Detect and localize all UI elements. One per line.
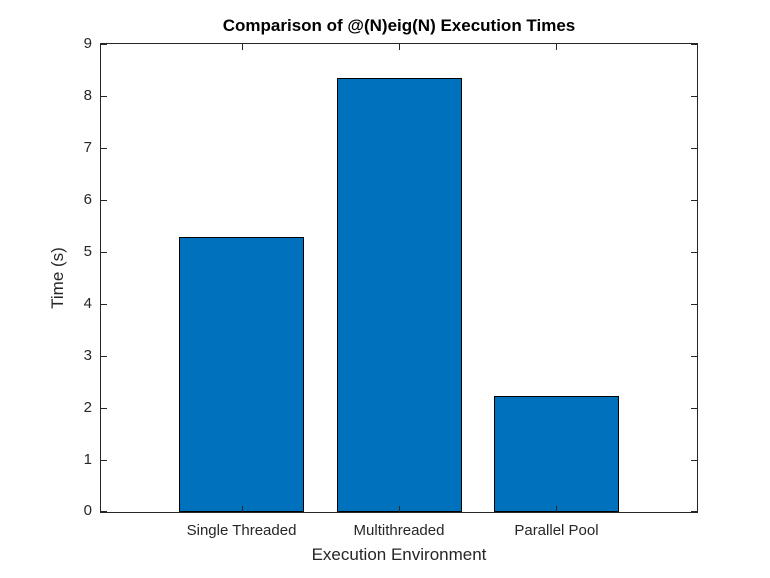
x-tick-mark-top xyxy=(399,44,400,50)
y-tick-mark-right xyxy=(691,408,697,409)
y-tick-mark-right xyxy=(691,356,697,357)
y-tick-mark-right xyxy=(691,148,697,149)
chart-title: Comparison of @(N)eig(N) Execution Times xyxy=(222,16,576,35)
y-tick-mark-right xyxy=(691,200,697,201)
y-tick-label-7: 7 xyxy=(83,139,92,156)
y-tick-mark-left xyxy=(101,148,107,149)
y-tick-mark-right xyxy=(691,44,697,45)
y-tick-mark-right xyxy=(691,252,697,253)
y-tick-mark-right xyxy=(691,460,697,461)
y-tick-label-3: 3 xyxy=(83,347,92,364)
y-tick-label-4: 4 xyxy=(83,295,92,312)
y-tick-mark-left xyxy=(101,252,107,253)
x-tick-label-multithreaded: Multithreaded xyxy=(353,522,445,539)
y-tick-label-9: 9 xyxy=(83,35,92,52)
x-tick-mark-top xyxy=(556,44,557,50)
x-tick-label-single-threaded: Single Threaded xyxy=(186,522,297,539)
y-tick-label-6: 6 xyxy=(83,191,92,208)
bar-multithreaded xyxy=(336,78,462,512)
y-tick-label-5: 5 xyxy=(83,243,92,260)
y-tick-mark-left xyxy=(101,460,107,461)
bar-single-threaded xyxy=(179,237,305,512)
y-tick-mark-left xyxy=(101,96,107,97)
y-tick-mark-left xyxy=(101,511,107,512)
y-tick-mark-left xyxy=(101,408,107,409)
bar-parallel-pool xyxy=(493,396,619,512)
y-tick-label-2: 2 xyxy=(83,399,92,416)
x-tick-mark-bottom xyxy=(556,506,557,512)
y-tick-mark-left xyxy=(101,44,107,45)
y-tick-mark-left xyxy=(101,200,107,201)
x-tick-mark-bottom xyxy=(399,506,400,512)
y-tick-mark-right xyxy=(691,304,697,305)
plot-area xyxy=(100,43,698,513)
y-tick-label-1: 1 xyxy=(83,451,92,468)
y-tick-label-0: 0 xyxy=(83,502,92,519)
y-tick-mark-right xyxy=(691,96,697,97)
x-axis-label: Execution Environment xyxy=(311,545,487,564)
x-tick-mark-top xyxy=(242,44,243,50)
y-tick-mark-left xyxy=(101,356,107,357)
y-tick-label-8: 8 xyxy=(83,87,92,104)
x-tick-mark-bottom xyxy=(242,506,243,512)
x-tick-label-parallel-pool: Parallel Pool xyxy=(514,522,599,539)
y-tick-mark-right xyxy=(691,511,697,512)
y-tick-mark-left xyxy=(101,304,107,305)
